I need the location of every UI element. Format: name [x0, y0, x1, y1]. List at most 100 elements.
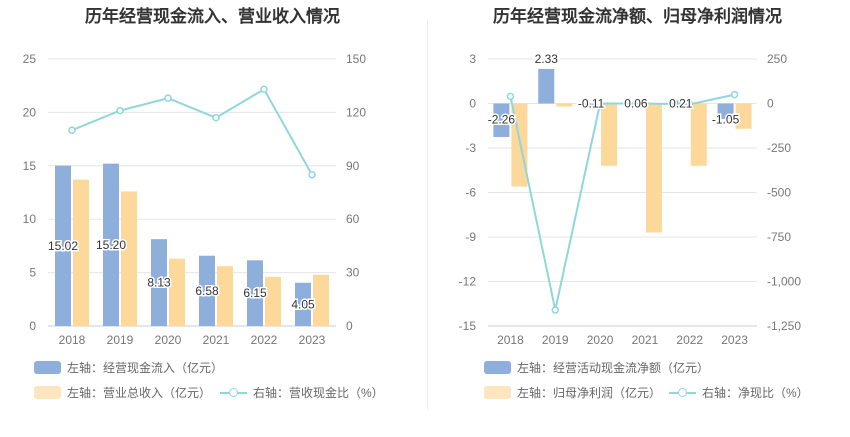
x-tick-label: 2019 [542, 333, 569, 347]
left-legend-item-ratio[interactable]: 右轴：营收现金比（%） [220, 384, 384, 401]
bar-data-label: 15.02 [48, 239, 78, 253]
y-right-tick-label: 30 [346, 266, 360, 280]
legend-swatch-blue [484, 361, 511, 374]
left-legend-label-revenue: 左轴：营业总收入（亿元） [67, 386, 212, 400]
bar-data-label: -0.11 [578, 97, 605, 111]
y-right-tick-label: 120 [346, 105, 366, 119]
ratio-point [641, 99, 649, 108]
ratio-point [506, 92, 515, 101]
y-left-tick-label: 0 [29, 319, 36, 333]
bar-series-2 [556, 103, 573, 107]
bar-series-1 [55, 165, 71, 326]
ratio-point [308, 170, 316, 179]
y-right-tick-label: 60 [346, 212, 360, 226]
bar-series-2 [313, 274, 329, 326]
bar-data-label: 0.21 [669, 97, 693, 111]
left-legend-item-cash-inflow[interactable]: 左轴：经营现金流入（亿元） [34, 359, 223, 376]
y-right-tick-label: -1,250 [767, 319, 801, 333]
ratio-line [71, 87, 313, 176]
left-chart-title: 历年经营现金流入、营业收入情况 [85, 7, 340, 27]
ratio-point [686, 100, 694, 109]
y-left-tick-label: 10 [23, 212, 37, 226]
x-tick-label: 2021 [632, 333, 659, 347]
bar-series-2 [735, 103, 752, 129]
right-legend-item-net-profit[interactable]: 左轴：归母净利润（亿元） [484, 384, 661, 401]
y-right-tick-label: 0 [767, 97, 774, 111]
bar-series-2 [73, 179, 89, 326]
y-right-tick-label: 90 [346, 159, 360, 173]
ratio-point [730, 90, 739, 99]
bar-series-2 [690, 103, 707, 166]
y-left-tick-label: -9 [465, 230, 476, 244]
x-tick-label: 2023 [721, 333, 748, 347]
y-left-tick-label: 15 [23, 159, 37, 173]
ratio-point [260, 85, 268, 94]
legend-line-marker-icon [669, 386, 696, 399]
y-right-tick-label: 250 [767, 52, 787, 66]
y-right-tick-label: -250 [767, 141, 791, 155]
y-left-tick-label: 3 [469, 52, 476, 66]
x-tick-label: 2022 [676, 333, 703, 347]
right-legend-item-ratio[interactable]: 右轴：净现比（%） [669, 384, 809, 401]
y-right-tick-label: 0 [346, 319, 353, 333]
left-chart-panel: 历年经营现金流入、营业收入情况 0 5 10 15 20 25 0 30 60 90 120 150 1… [23, 7, 384, 401]
y-left-tick-label: 25 [23, 52, 37, 66]
bar-data-label: -2.26 [488, 113, 516, 127]
bar-series-1 [717, 103, 734, 120]
right-legend-label-ratio: 右轴：净现比（%） [702, 386, 809, 400]
x-tick-label: 2020 [155, 333, 182, 347]
bar-series-2 [601, 103, 618, 166]
legend-swatch-orange [34, 386, 61, 399]
y-left-tick-label: 20 [23, 105, 37, 119]
bar-series-1 [538, 68, 555, 104]
bar-data-label: 4.05 [291, 297, 315, 311]
bar-series-2 [265, 276, 281, 326]
x-tick-label: 2021 [203, 333, 230, 347]
left-legend-label-ratio: 右轴：营收现金比（%） [253, 386, 384, 400]
bar-series-2 [645, 103, 662, 233]
y-left-tick-label: -15 [459, 319, 477, 333]
x-tick-label: 2018 [497, 333, 524, 347]
bar-data-label: 15.20 [96, 238, 126, 252]
bar-series-1 [295, 282, 311, 326]
bar-data-label: 0.06 [624, 97, 648, 111]
left-legend-label-cash-inflow: 左轴：经营现金流入（亿元） [67, 361, 224, 375]
ratio-point [551, 306, 559, 314]
right-legend-label-net-profit: 左轴：归母净利润（亿元） [517, 386, 662, 400]
bar-data-label: 6.58 [195, 284, 219, 298]
right-legend-item-net-cashflow[interactable]: 左轴：经营活动现金流净额（亿元） [484, 359, 709, 376]
bar-series-1 [151, 239, 167, 326]
ratio-point [68, 126, 76, 134]
bar-data-label: 2.33 [535, 52, 559, 66]
ratio-point [116, 106, 124, 115]
bar-series-1 [672, 100, 689, 104]
x-tick-label: 2020 [587, 333, 614, 347]
bar-series-1 [247, 260, 263, 326]
y-right-tick-label: -750 [767, 230, 791, 244]
y-left-tick-label: 5 [29, 266, 36, 280]
right-chart-plot: -15 -12 -9 -6 -3 0 3 -1,250 -1,000 -750 -500 -250 0 2… [459, 50, 802, 347]
right-chart-panel: 历年经营现金流净额、归母净利润情况 -15 -12 -9 -6 -3 0 3 -1,250 -1… [425, 0, 850, 437]
left-legend-item-revenue[interactable]: 左轴：营业总收入（亿元） [34, 384, 211, 401]
right-chart-title: 历年经营现金流净额、归母净利润情况 [493, 7, 782, 27]
panel-divider [427, 20, 428, 410]
legend-line-marker-icon [220, 386, 247, 399]
bar-series-2 [121, 191, 137, 326]
y-right-tick-label: 150 [346, 52, 366, 66]
bar-series-1 [103, 163, 119, 326]
ratio-point [212, 113, 220, 122]
ratio-line [509, 93, 735, 311]
legend-swatch-blue [34, 361, 61, 374]
bar-data-label: 8.13 [147, 276, 171, 290]
y-right-tick-label: -500 [767, 186, 791, 200]
y-right-tick-label: -1,000 [767, 275, 801, 289]
x-tick-label: 2018 [59, 333, 86, 347]
legend-swatch-orange [484, 386, 511, 399]
right-legend-label-net-cashflow: 左轴：经营活动现金流净额（亿元） [517, 361, 710, 375]
x-tick-label: 2022 [251, 333, 278, 347]
bar-data-label: -1.05 [712, 113, 740, 127]
y-left-tick-label: 0 [469, 97, 476, 111]
bar-series-1 [199, 255, 215, 326]
bar-data-label: 6.15 [243, 286, 267, 300]
bar-series-1 [493, 103, 510, 138]
